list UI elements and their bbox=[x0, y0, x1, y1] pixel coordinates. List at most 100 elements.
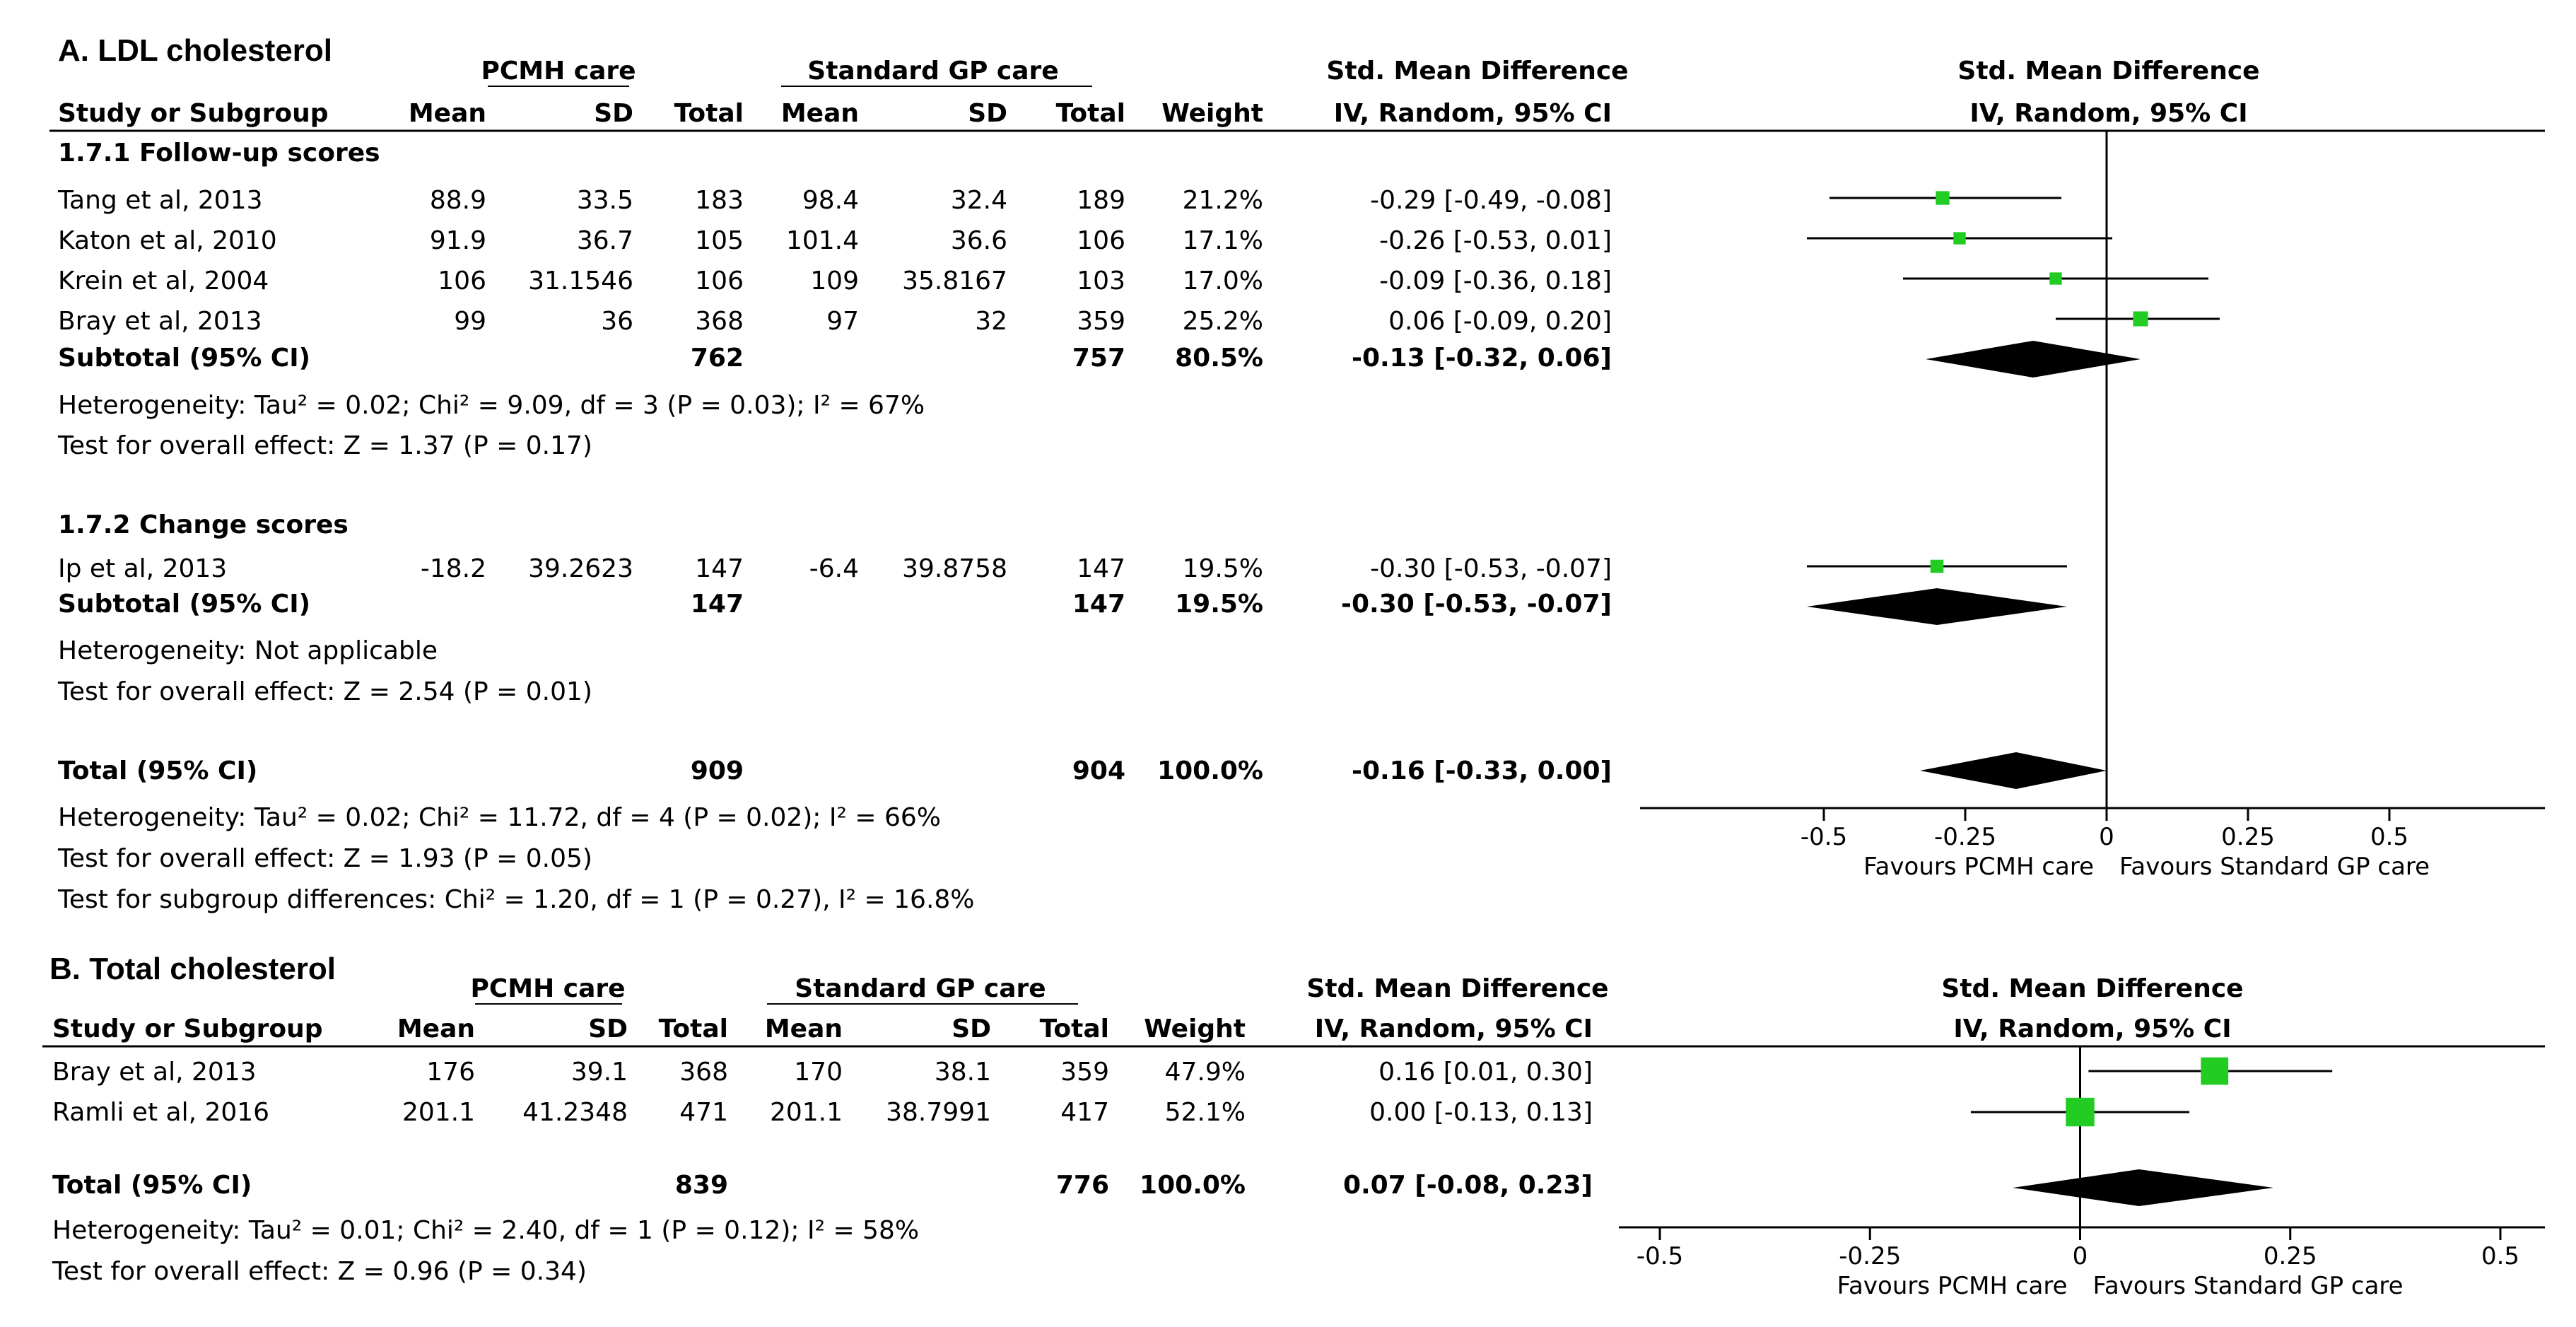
panel-a-overall-effect-1: Test for overall effect: Z = 1.37 (P = 0… bbox=[57, 431, 592, 460]
panel-a-plot-col-header: IV, Random, 95% CI bbox=[1969, 99, 2247, 128]
panel-a-subtotal-2-ci: -0.30 [-0.53, -0.07] bbox=[1341, 590, 1612, 619]
panel-a-study-4-m1: 99 bbox=[454, 307, 486, 336]
panel-a-study-2-sd2: 36.6 bbox=[951, 226, 1007, 255]
panel-a-study-5-sd1: 39.2623 bbox=[528, 554, 633, 583]
panel-a-favours-right: Favours Standard GP care bbox=[2119, 853, 2430, 881]
panel-a-col-header: Study or Subgroup bbox=[58, 99, 329, 128]
panel-a-col-header: Weight bbox=[1161, 99, 1263, 128]
panel-b-col-header: SD bbox=[952, 1015, 991, 1044]
panel-b-col-header: Mean bbox=[765, 1015, 843, 1044]
panel-a-total-n2: 904 bbox=[1072, 756, 1125, 785]
panel-a-footer-heterogeneity: Heterogeneity: Tau² = 0.02; Chi² = 11.72… bbox=[58, 803, 941, 832]
panel-b-title: B. Total cholesterol bbox=[49, 952, 336, 986]
panel-b-study-2-n2: 417 bbox=[1060, 1098, 1109, 1127]
panel-a-study-3-n1: 106 bbox=[695, 267, 744, 296]
panel-a-study-2-ci-text: -0.26 [-0.53, 0.01] bbox=[1379, 226, 1612, 255]
panel-a-study-3-ci-text: -0.09 [-0.36, 0.18] bbox=[1379, 267, 1612, 296]
panel-a-study-5-ci-text: -0.30 [-0.53, -0.07] bbox=[1370, 554, 1612, 583]
panel-a-study-2-m1: 91.9 bbox=[430, 226, 486, 255]
panel-a-col-header: Total bbox=[1056, 99, 1125, 128]
panel-a-subtotal-2-weight: 19.5% bbox=[1175, 590, 1263, 619]
panel-a-study-marker bbox=[1936, 191, 1950, 205]
panel-a-study-2-n2: 106 bbox=[1077, 226, 1125, 255]
panel-a-heterogeneity-1: Heterogeneity: Tau² = 0.02; Chi² = 9.09,… bbox=[58, 391, 925, 420]
panel-a-subgroup-2-label: 1.7.2 Change scores bbox=[58, 510, 349, 539]
panel-b-study-1-sd1: 39.1 bbox=[571, 1058, 628, 1087]
panel-a-study-2-label: Katon et al, 2010 bbox=[58, 226, 277, 255]
panel-a-study-marker bbox=[1930, 559, 1944, 573]
panel-b-total-weight: 100.0% bbox=[1140, 1171, 1246, 1200]
panel-a-study-3-m2: 109 bbox=[810, 267, 859, 296]
panel-a-col-header: Mean bbox=[781, 99, 859, 128]
panel-a-study-4-n2: 359 bbox=[1077, 307, 1125, 336]
panel-a-total-n1: 909 bbox=[691, 756, 744, 785]
panel-a-study-marker bbox=[1953, 232, 1966, 245]
panel-b-study-marker bbox=[2066, 1097, 2095, 1127]
panel-a-subtotal-1-label: Subtotal (95% CI) bbox=[58, 344, 310, 373]
panel-a-col-header: Mean bbox=[409, 99, 486, 128]
panel-a-title: A. LDL cholesterol bbox=[58, 33, 332, 68]
panel-a-total-label: Total (95% CI) bbox=[58, 756, 257, 785]
panel-a-tick-label: 0.25 bbox=[2221, 823, 2275, 851]
panel-b-footer-overall: Test for overall effect: Z = 0.96 (P = 0… bbox=[52, 1257, 587, 1286]
panel-a-study-1-ci-text: -0.29 [-0.49, -0.08] bbox=[1370, 186, 1612, 215]
panel-a-study-4-m2: 97 bbox=[826, 307, 859, 336]
panel-a-study-5-m2: -6.4 bbox=[809, 554, 859, 583]
panel-a-tick-label: -0.25 bbox=[1934, 823, 1996, 851]
panel-b-study-2-m1: 201.1 bbox=[402, 1098, 475, 1127]
panel-a-study-5-weight: 19.5% bbox=[1183, 554, 1263, 583]
panel-b-col-header: Weight bbox=[1144, 1015, 1246, 1044]
panel-b-footer-heterogeneity: Heterogeneity: Tau² = 0.01; Chi² = 2.40,… bbox=[52, 1216, 919, 1245]
panel-a-study-3-m1: 106 bbox=[438, 267, 486, 296]
panel-a-study-1-m2: 98.4 bbox=[802, 186, 859, 215]
panel-b-study-1-m2: 170 bbox=[794, 1058, 843, 1087]
panel-a-overall-effect-2: Test for overall effect: Z = 2.54 (P = 0… bbox=[57, 677, 592, 706]
panel-b-tick-label: 0.25 bbox=[2264, 1242, 2317, 1270]
panel-b-col-header: Total bbox=[659, 1015, 728, 1044]
panel-a-subtotal-2-n2: 147 bbox=[1072, 590, 1125, 619]
panel-a-study-4-sd2: 32 bbox=[975, 307, 1007, 336]
panel-a-heterogeneity-2: Heterogeneity: Not applicable bbox=[58, 636, 438, 665]
panel-a-table-smd-header: Std. Mean Difference bbox=[1326, 57, 1628, 86]
panel-b-study-1-n1: 368 bbox=[679, 1058, 728, 1087]
panel-b-plot-col-header: IV, Random, 95% CI bbox=[1953, 1015, 2231, 1044]
panel-a-subgroup-1-label: 1.7.1 Follow-up scores bbox=[58, 139, 380, 168]
panel-a-study-4-n1: 368 bbox=[695, 307, 744, 336]
panel-a-col-header: Total bbox=[674, 99, 744, 128]
panel-a-subtotal-2-label: Subtotal (95% CI) bbox=[58, 590, 310, 619]
panel-a-study-1-n1: 183 bbox=[695, 186, 744, 215]
panel-a-subtotal-2-n1: 147 bbox=[691, 590, 744, 619]
panel-a-tick-label: 0 bbox=[2099, 823, 2114, 851]
panel-b-total-label: Total (95% CI) bbox=[52, 1171, 252, 1200]
panel-a-col-header: IV, Random, 95% CI bbox=[1334, 99, 1612, 128]
panel-b-study-1-ci-text: 0.16 [0.01, 0.30] bbox=[1378, 1058, 1593, 1087]
panel-b-total-n2: 776 bbox=[1056, 1171, 1109, 1200]
panel-a-footer-overall: Test for overall effect: Z = 1.93 (P = 0… bbox=[57, 844, 592, 873]
panel-a-study-5-m1: -18.2 bbox=[421, 554, 486, 583]
panel-b-tick-label: 0 bbox=[2073, 1242, 2088, 1270]
panel-a-study-4-ci-text: 0.06 [-0.09, 0.20] bbox=[1388, 307, 1612, 336]
panel-a-study-1-n2: 189 bbox=[1077, 186, 1125, 215]
panel-a-summary-diamond bbox=[1807, 588, 2067, 625]
panel-a-study-marker bbox=[2049, 272, 2062, 285]
panel-a-subtotal-1-ci: -0.13 [-0.32, 0.06] bbox=[1352, 344, 1612, 373]
panel-a-summary-diamond bbox=[1920, 752, 2107, 789]
panel-a-study-5-n2: 147 bbox=[1077, 554, 1125, 583]
panel-a-plot-smd-header: Std. Mean Difference bbox=[1957, 57, 2259, 86]
panel-b-study-2-m2: 201.1 bbox=[770, 1098, 843, 1127]
panel-b-study-1-label: Bray et al, 2013 bbox=[52, 1058, 257, 1087]
panel-a-study-4-label: Bray et al, 2013 bbox=[58, 307, 262, 336]
panel-b-col-header: IV, Random, 95% CI bbox=[1315, 1015, 1593, 1044]
panel-b-group-gp: Standard GP care bbox=[795, 974, 1046, 1003]
panel-b-tick-label: 0.5 bbox=[2481, 1242, 2519, 1270]
panel-b-study-1-weight: 47.9% bbox=[1165, 1058, 1246, 1087]
panel-a-study-5-sd2: 39.8758 bbox=[902, 554, 1007, 583]
panel-b-table-smd-header: Std. Mean Difference bbox=[1306, 974, 1608, 1003]
panel-a-group-gp: Standard GP care bbox=[807, 57, 1058, 86]
panel-a-study-2-m2: 101.4 bbox=[786, 226, 859, 255]
panel-a-tick-label: -0.5 bbox=[1801, 823, 1847, 851]
panel-b-total-ci: 0.07 [-0.08, 0.23] bbox=[1343, 1171, 1593, 1200]
panel-a-study-4-weight: 25.2% bbox=[1183, 307, 1263, 336]
panel-a-study-3-n2: 103 bbox=[1077, 267, 1125, 296]
